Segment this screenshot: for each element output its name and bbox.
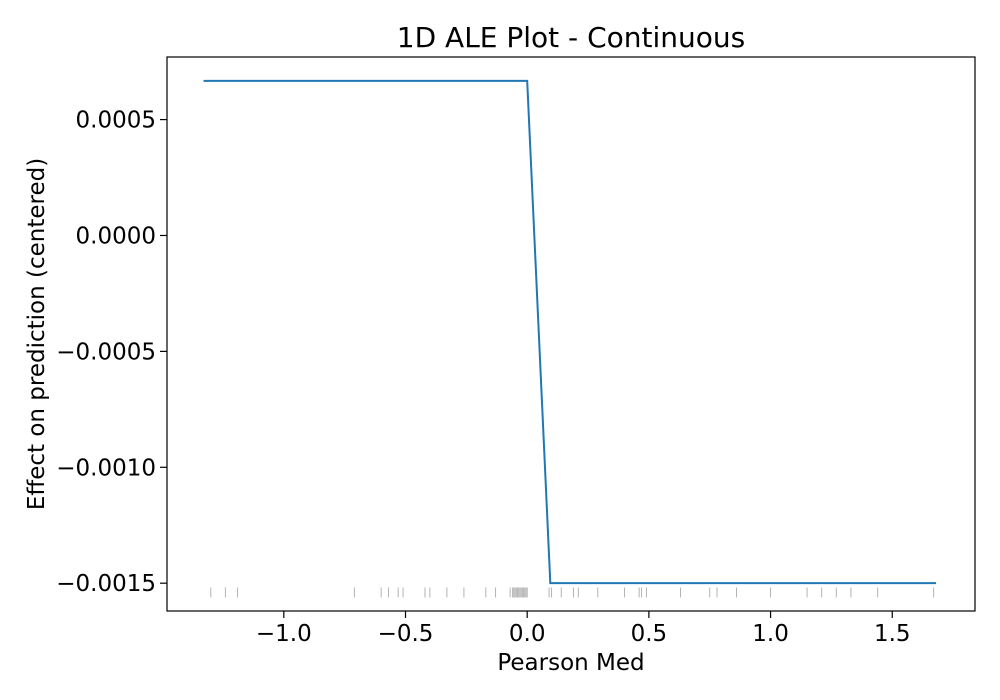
y-tick-label: −0.0015 xyxy=(56,571,156,597)
y-tick-label: 0.0005 xyxy=(76,108,156,134)
chart-title: 1D ALE Plot - Continuous xyxy=(397,21,745,54)
x-axis-ticks: −1.0 −0.5 0.0 0.5 1.0 1.5 xyxy=(256,611,911,647)
series-line xyxy=(203,79,937,585)
x-axis-label: Pearson Med xyxy=(497,650,644,676)
x-tick-label: 1.5 xyxy=(874,621,911,647)
y-axis-label: Effect on prediction (centered) xyxy=(24,158,50,510)
y-tick-label: −0.0010 xyxy=(56,455,156,481)
plot-frame xyxy=(166,56,976,612)
x-tick-label: 1.0 xyxy=(752,621,789,647)
y-axis-ticks: 0.0005 0.0000 −0.0005 −0.0010 −0.0015 xyxy=(56,108,167,597)
rug-layer xyxy=(210,587,935,598)
x-tick-label: 0.5 xyxy=(631,621,668,647)
x-tick-label: 0.0 xyxy=(509,621,546,647)
x-tick-label: −0.5 xyxy=(378,621,434,647)
x-tick-label: −1.0 xyxy=(256,621,312,647)
y-tick-label: 0.0000 xyxy=(76,223,156,249)
series-layer xyxy=(203,79,937,585)
y-tick-label: −0.0005 xyxy=(56,339,156,365)
